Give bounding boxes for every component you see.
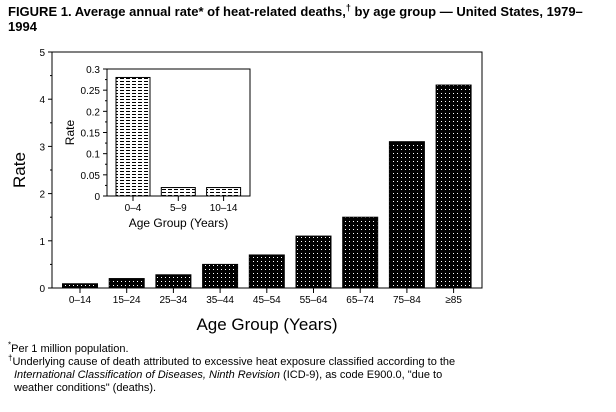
y-tick-label: 0.05 bbox=[81, 171, 101, 182]
inset-chart: 0 0.05 0.1 0.15 0.2 0.25 0.3 0–4 5–9 10–14 Age Gro… bbox=[63, 65, 251, 230]
bar bbox=[155, 274, 192, 289]
y-tick-label: 1 bbox=[39, 237, 45, 248]
bar bbox=[206, 187, 242, 197]
y-tick-label: 0.2 bbox=[86, 107, 100, 118]
footnote-text: weather conditions" (deaths). bbox=[14, 382, 157, 394]
title-text: by age group — United States, 1979–1994 bbox=[8, 4, 583, 34]
y-axis-label: Rate bbox=[63, 120, 77, 146]
x-tick-label: ≥85 bbox=[445, 295, 462, 306]
figure-title: FIGURE 1. Average annual rate* of heat-r… bbox=[8, 2, 608, 34]
y-tick-label: 0.25 bbox=[81, 86, 101, 97]
chart: 0 1 2 3 4 5 0–14 15–24 25–34 35–44 45–54 55–64 65–74… bbox=[10, 48, 483, 334]
footnote-mark: * bbox=[8, 340, 12, 350]
y-tick-label: 0.1 bbox=[86, 150, 100, 161]
x-tick-label: 10–14 bbox=[210, 203, 238, 214]
bar bbox=[248, 254, 285, 289]
title-text: FIGURE 1. Average annual rate bbox=[8, 4, 199, 19]
footnotes: *Per 1 million population. †Underlying c… bbox=[8, 340, 608, 395]
bar bbox=[160, 187, 196, 197]
footnote-2: †Underlying cause of death attributed to… bbox=[8, 353, 608, 395]
y-tick-label: 0 bbox=[39, 284, 45, 295]
footnote-text: Underlying cause of death attributed to … bbox=[12, 356, 456, 368]
x-tick-label: 65–74 bbox=[346, 295, 374, 306]
footnote-mark: † bbox=[8, 353, 13, 363]
title-footnote-mark: * bbox=[198, 4, 204, 19]
x-tick-label: 25–34 bbox=[159, 295, 187, 306]
x-tick-label: 45–54 bbox=[253, 295, 281, 306]
x-tick-label: 5–9 bbox=[170, 203, 187, 214]
y-tick-label: 0.3 bbox=[86, 65, 100, 76]
footnote-1: *Per 1 million population. bbox=[8, 340, 608, 356]
y-tick-label: 0.15 bbox=[81, 129, 101, 140]
title-footnote-mark: † bbox=[345, 2, 351, 13]
bar bbox=[202, 263, 239, 289]
x-axis-label: Age Group (Years) bbox=[196, 315, 337, 334]
title-text: of heat-related deaths, bbox=[203, 4, 346, 19]
y-axis-label: Rate bbox=[10, 152, 29, 188]
footnote-text: Per 1 million population. bbox=[11, 343, 129, 355]
footnote-italic: International Classification of Diseases… bbox=[14, 369, 280, 381]
x-tick-label: 15–24 bbox=[113, 295, 141, 306]
x-tick-label: 0–4 bbox=[125, 203, 142, 214]
x-tick-label: 55–64 bbox=[300, 295, 328, 306]
footnote-text: (ICD-9), as code E900.0, "due to bbox=[279, 369, 443, 381]
y-tick-label: 2 bbox=[39, 190, 45, 201]
x-tick-label: 35–44 bbox=[206, 295, 234, 306]
bar bbox=[295, 235, 332, 289]
bar bbox=[342, 216, 379, 289]
y-tick-label: 5 bbox=[39, 48, 45, 59]
x-tick-label: 0–14 bbox=[69, 295, 92, 306]
x-axis-label: Age Group (Years) bbox=[129, 216, 229, 230]
bar bbox=[435, 84, 472, 289]
y-tick-label: 0 bbox=[94, 192, 100, 203]
bar bbox=[62, 283, 98, 289]
y-tick-label: 3 bbox=[39, 142, 45, 153]
y-tick-label: 4 bbox=[39, 95, 45, 106]
bar bbox=[115, 76, 151, 197]
x-tick-label: 75–84 bbox=[393, 295, 421, 306]
bar bbox=[108, 278, 145, 289]
bar bbox=[388, 141, 425, 289]
